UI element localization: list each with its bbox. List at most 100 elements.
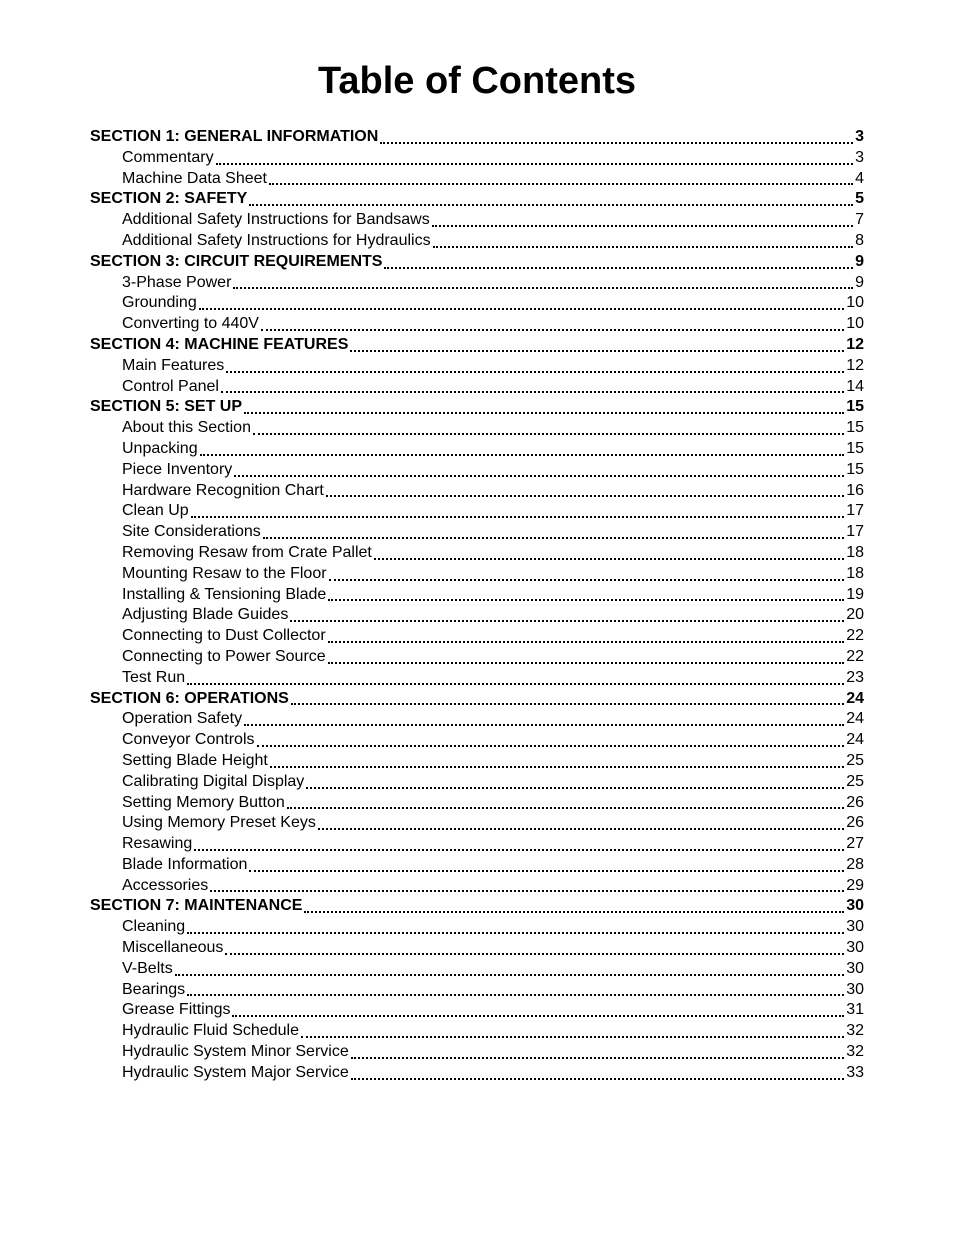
toc-section-entry: SECTION 5: SET UP 15 xyxy=(90,397,864,418)
toc-entry-label: Mounting Resaw to the Floor xyxy=(122,564,327,585)
toc-leader-dots xyxy=(244,412,844,414)
toc-entry-label: SECTION 4: MACHINE FEATURES xyxy=(90,335,348,356)
toc-entry-page: 3 xyxy=(855,127,864,148)
toc-entry-page: 30 xyxy=(846,959,864,980)
toc-sub-entry: Conveyor Controls 24 xyxy=(90,730,864,751)
toc-entry-label: SECTION 1: GENERAL INFORMATION xyxy=(90,127,378,148)
toc-leader-dots xyxy=(328,662,845,664)
toc-leader-dots xyxy=(380,142,853,144)
toc-entry-page: 14 xyxy=(846,377,864,398)
toc-leader-dots xyxy=(384,267,853,269)
toc-entry-label: Calibrating Digital Display xyxy=(122,772,304,793)
toc-entry-label: Site Considerations xyxy=(122,522,261,543)
toc-leader-dots xyxy=(301,1036,844,1038)
toc-entry-page: 33 xyxy=(846,1063,864,1084)
toc-entry-page: 26 xyxy=(846,813,864,834)
toc-entry-page: 18 xyxy=(846,543,864,564)
toc-entry-page: 7 xyxy=(855,210,864,231)
toc-leader-dots xyxy=(234,475,844,477)
toc-entry-page: 15 xyxy=(846,439,864,460)
toc-entry-label: Hardware Recognition Chart xyxy=(122,481,324,502)
toc-entry-label: Unpacking xyxy=(122,439,198,460)
toc-entry-page: 20 xyxy=(846,605,864,626)
toc-leader-dots xyxy=(233,287,853,289)
toc-entry-label: Setting Blade Height xyxy=(122,751,268,772)
toc-leader-dots xyxy=(374,558,844,560)
toc-leader-dots xyxy=(226,371,844,373)
toc-sub-entry: Unpacking 15 xyxy=(90,439,864,460)
toc-leader-dots xyxy=(194,849,844,851)
toc-entry-page: 19 xyxy=(846,585,864,606)
toc-entry-label: Piece Inventory xyxy=(122,460,232,481)
toc-entry-label: About this Section xyxy=(122,418,251,439)
toc-sub-entry: Using Memory Preset Keys 26 xyxy=(90,813,864,834)
toc-leader-dots xyxy=(187,994,844,996)
toc-entry-label: Installing & Tensioning Blade xyxy=(122,585,326,606)
toc-sub-entry: Accessories 29 xyxy=(90,876,864,897)
toc-sub-entry: Grease Fittings 31 xyxy=(90,1000,864,1021)
toc-entry-page: 3 xyxy=(855,148,864,169)
toc-entry-page: 5 xyxy=(855,189,864,210)
toc-sub-entry: Adjusting Blade Guides 20 xyxy=(90,605,864,626)
toc-leader-dots xyxy=(328,599,844,601)
toc-leader-dots xyxy=(328,641,845,643)
toc-entry-label: Hydraulic System Minor Service xyxy=(122,1042,349,1063)
toc-entry-label: Adjusting Blade Guides xyxy=(122,605,288,626)
toc-leader-dots xyxy=(290,620,844,622)
toc-leader-dots xyxy=(221,391,844,393)
toc-entry-label: SECTION 5: SET UP xyxy=(90,397,242,418)
toc-leader-dots xyxy=(200,454,845,456)
toc-entry-label: Setting Memory Button xyxy=(122,793,285,814)
toc-container: SECTION 1: GENERAL INFORMATION 3Commenta… xyxy=(90,127,864,1084)
toc-sub-entry: Setting Memory Button 26 xyxy=(90,793,864,814)
toc-entry-label: SECTION 6: OPERATIONS xyxy=(90,689,289,710)
toc-entry-label: V-Belts xyxy=(122,959,173,980)
toc-entry-page: 25 xyxy=(846,772,864,793)
toc-leader-dots xyxy=(191,516,845,518)
toc-entry-label: Test Run xyxy=(122,668,185,689)
toc-leader-dots xyxy=(326,495,844,497)
toc-sub-entry: About this Section 15 xyxy=(90,418,864,439)
toc-entry-page: 12 xyxy=(846,335,864,356)
toc-entry-page: 25 xyxy=(846,751,864,772)
toc-entry-page: 30 xyxy=(846,980,864,1001)
toc-entry-page: 32 xyxy=(846,1021,864,1042)
toc-entry-page: 26 xyxy=(846,793,864,814)
toc-entry-page: 10 xyxy=(846,293,864,314)
toc-entry-page: 24 xyxy=(846,709,864,730)
toc-leader-dots xyxy=(351,1057,844,1059)
toc-entry-page: 15 xyxy=(846,397,864,418)
toc-entry-page: 22 xyxy=(846,647,864,668)
toc-sub-entry: Setting Blade Height 25 xyxy=(90,751,864,772)
toc-sub-entry: Grounding 10 xyxy=(90,293,864,314)
toc-leader-dots xyxy=(433,246,854,248)
toc-section-entry: SECTION 6: OPERATIONS 24 xyxy=(90,689,864,710)
page-title: Table of Contents xyxy=(90,60,864,103)
toc-sub-entry: Commentary 3 xyxy=(90,148,864,169)
toc-leader-dots xyxy=(304,911,844,913)
toc-entry-page: 24 xyxy=(846,730,864,751)
toc-sub-entry: Removing Resaw from Crate Pallet 18 xyxy=(90,543,864,564)
toc-entry-label: Miscellaneous xyxy=(122,938,223,959)
toc-sub-entry: Bearings 30 xyxy=(90,980,864,1001)
toc-leader-dots xyxy=(432,225,853,227)
toc-sub-entry: Connecting to Power Source 22 xyxy=(90,647,864,668)
toc-entry-page: 27 xyxy=(846,834,864,855)
toc-sub-entry: Additional Safety Instructions for Hydra… xyxy=(90,231,864,252)
page: Table of Contents SECTION 1: GENERAL INF… xyxy=(0,0,954,1144)
toc-leader-dots xyxy=(261,329,844,331)
toc-entry-page: 32 xyxy=(846,1042,864,1063)
toc-leader-dots xyxy=(350,350,844,352)
toc-section-entry: SECTION 3: CIRCUIT REQUIREMENTS 9 xyxy=(90,252,864,273)
toc-entry-label: Operation Safety xyxy=(122,709,242,730)
toc-entry-page: 30 xyxy=(846,896,864,917)
toc-sub-entry: Mounting Resaw to the Floor 18 xyxy=(90,564,864,585)
toc-leader-dots xyxy=(249,870,844,872)
toc-sub-entry: V-Belts 30 xyxy=(90,959,864,980)
toc-entry-label: SECTION 7: MAINTENANCE xyxy=(90,896,302,917)
toc-sub-entry: Cleaning 30 xyxy=(90,917,864,938)
toc-sub-entry: Clean Up 17 xyxy=(90,501,864,522)
toc-leader-dots xyxy=(244,724,844,726)
toc-sub-entry: Operation Safety 24 xyxy=(90,709,864,730)
toc-entry-label: 3-Phase Power xyxy=(122,273,231,294)
